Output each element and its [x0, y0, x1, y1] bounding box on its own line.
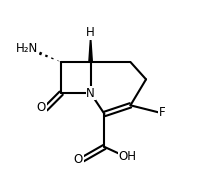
Text: N: N	[86, 87, 95, 100]
Text: O: O	[74, 153, 83, 166]
Text: O: O	[37, 100, 46, 114]
Text: H₂N: H₂N	[16, 42, 39, 55]
Text: F: F	[159, 106, 166, 119]
Text: H: H	[86, 26, 95, 39]
Text: OH: OH	[119, 150, 137, 163]
Polygon shape	[89, 36, 92, 62]
